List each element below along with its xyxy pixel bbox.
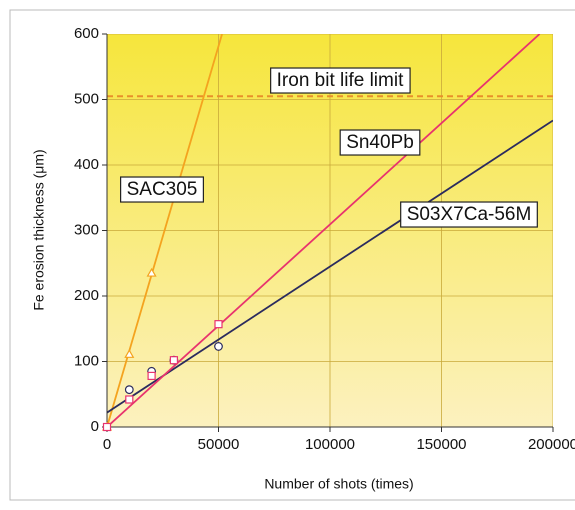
annotation-box (270, 67, 411, 94)
annotation: SAC305 (127, 179, 198, 200)
annotation-box (400, 201, 538, 228)
fit-line (107, 119, 553, 414)
y-tick-label: 300 (74, 221, 99, 238)
y-tick-label: 200 (74, 287, 99, 304)
annotation: Sn40Pb (346, 132, 414, 153)
plot-layer (107, 34, 553, 427)
fit-line (107, 34, 223, 427)
x-tick-label: 150000 (416, 436, 466, 453)
x-tick-label: 200000 (528, 436, 575, 453)
point (147, 371, 156, 381)
annotation: Iron bit life limit (277, 70, 404, 91)
annotation-box (339, 129, 421, 156)
point (214, 320, 223, 329)
frame (9, 9, 575, 501)
point (125, 395, 134, 404)
y-tick-label: 500 (74, 90, 99, 107)
y-tick-label: 0 (91, 418, 99, 435)
point (124, 385, 134, 395)
y-tick-label: 400 (74, 156, 99, 173)
annotation: S03X7Ca-56M (407, 204, 532, 225)
fit-line (107, 34, 541, 427)
annotation-box (120, 176, 204, 203)
x-axis-label: Number of shots (times) (264, 476, 413, 492)
y-tick-label: 600 (74, 25, 99, 42)
x-tick-label: 100000 (305, 436, 355, 453)
point (146, 267, 157, 277)
point (102, 422, 112, 432)
point (124, 349, 135, 358)
x-tick-label: 50000 (198, 436, 240, 453)
y-axis-label: Fe erosion thickness (μm) (31, 149, 47, 310)
x-tick-label: 0 (103, 436, 111, 453)
y-tick-label: 100 (74, 352, 99, 369)
point (169, 356, 178, 365)
point (214, 342, 223, 351)
